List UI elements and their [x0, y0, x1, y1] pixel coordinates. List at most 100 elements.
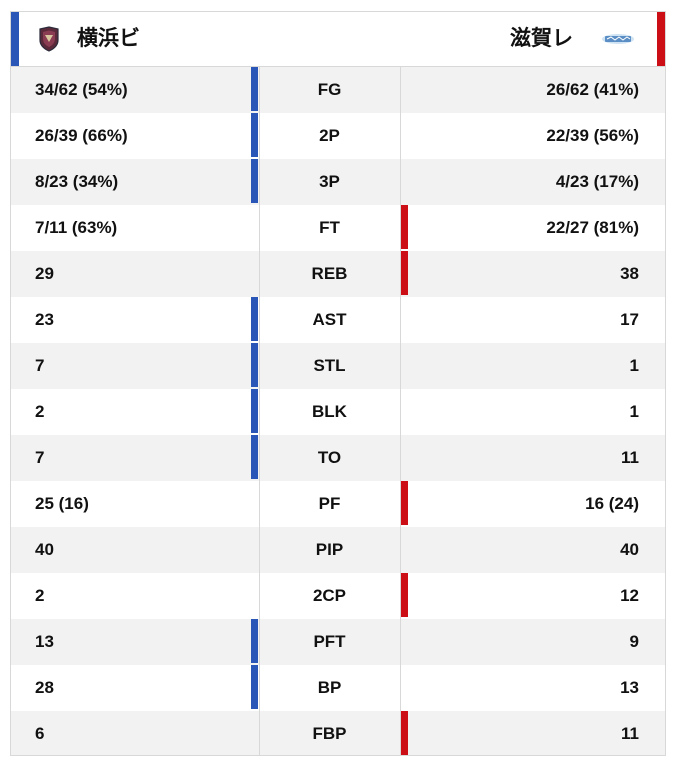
- column-divider: [400, 297, 401, 343]
- stat-row-ast: 23 AST 17: [11, 297, 665, 343]
- team-stats-table: 横浜ビ 滋賀レ 34/62 (54%) FG 26/62 (41%) 26/39 (6…: [10, 11, 666, 756]
- away-stat-value: 9: [629, 632, 639, 651]
- stat-row-fbp: 6 FBP 11: [11, 711, 665, 755]
- away-leader-marker: [401, 711, 408, 755]
- home-stat-value: 2: [35, 402, 45, 421]
- column-divider: [400, 573, 401, 619]
- stat-label: BLK: [312, 402, 347, 421]
- home-team-crest-icon: [39, 26, 59, 52]
- stat-label: PFT: [313, 632, 346, 651]
- away-stat-value: 26/62 (41%): [546, 80, 639, 99]
- column-divider: [259, 573, 260, 619]
- home-leader-marker: [251, 435, 258, 479]
- column-divider: [259, 389, 260, 435]
- away-leader-marker: [401, 251, 408, 295]
- stat-row-reb: 29 REB 38: [11, 251, 665, 297]
- home-stat-value: 2: [35, 586, 45, 605]
- column-divider: [400, 711, 401, 755]
- stat-label: FT: [319, 218, 340, 237]
- home-leader-marker: [251, 159, 258, 203]
- stat-row-pft: 13 PFT 9: [11, 619, 665, 665]
- home-leader-marker: [251, 297, 258, 341]
- stats-rows: 34/62 (54%) FG 26/62 (41%) 26/39 (66%) 2P 22/…: [11, 67, 665, 755]
- stat-label: PIP: [315, 540, 344, 559]
- home-color-bar: [11, 12, 19, 66]
- stat-label: FG: [317, 80, 342, 99]
- home-stat-value: 26/39 (66%): [35, 126, 128, 145]
- stat-label: 2CP: [312, 586, 347, 605]
- column-divider: [259, 665, 260, 711]
- column-divider: [259, 159, 260, 205]
- home-stat-value: 25 (16): [35, 494, 89, 513]
- stat-row-fg: 34/62 (54%) FG 26/62 (41%): [11, 67, 665, 113]
- away-leader-marker: [401, 573, 408, 617]
- stat-label: REB: [311, 264, 348, 283]
- table-header: 横浜ビ 滋賀レ: [11, 12, 665, 67]
- home-team-name: 横浜ビ: [77, 27, 140, 50]
- home-stat-value: 7: [35, 448, 45, 467]
- column-divider: [259, 67, 260, 113]
- column-divider: [259, 297, 260, 343]
- column-divider: [400, 251, 401, 297]
- home-stat-value: 28: [35, 678, 54, 697]
- home-leader-marker: [251, 665, 258, 709]
- home-stat-value: 34/62 (54%): [35, 80, 128, 99]
- column-divider: [259, 711, 260, 755]
- column-divider: [400, 481, 401, 527]
- stat-row-pip: 40 PIP 40: [11, 527, 665, 573]
- stat-row-pf: 25 (16) PF 16 (24): [11, 481, 665, 527]
- column-divider: [400, 435, 401, 481]
- column-divider: [400, 159, 401, 205]
- away-team-name: 滋賀レ: [510, 27, 573, 50]
- away-color-bar: [657, 12, 665, 66]
- away-stat-value: 13: [620, 678, 639, 697]
- away-stat-value: 12: [620, 586, 639, 605]
- column-divider: [259, 619, 260, 665]
- home-leader-marker: [251, 113, 258, 157]
- stat-label: 2P: [319, 126, 340, 145]
- home-stat-value: 7: [35, 356, 45, 375]
- stat-label: BP: [317, 678, 342, 697]
- stat-row-to: 7 TO 11: [11, 435, 665, 481]
- column-divider: [259, 527, 260, 573]
- column-divider: [400, 665, 401, 711]
- home-stat-value: 7/11 (63%): [35, 218, 118, 237]
- home-stat-value: 29: [35, 264, 54, 283]
- column-divider: [259, 113, 260, 159]
- column-divider: [400, 343, 401, 389]
- away-stat-value: 1: [629, 356, 639, 375]
- column-divider: [400, 67, 401, 113]
- stat-row-ft: 7/11 (63%) FT 22/27 (81%): [11, 205, 665, 251]
- stat-label: FBP: [312, 724, 347, 743]
- stat-row-2cp: 2 2CP 12: [11, 573, 665, 619]
- home-stat-value: 23: [35, 310, 54, 329]
- away-stat-value: 22/27 (81%): [546, 218, 639, 237]
- column-divider: [400, 113, 401, 159]
- away-stat-value: 4/23 (17%): [555, 172, 639, 191]
- column-divider: [259, 481, 260, 527]
- home-leader-marker: [251, 619, 258, 663]
- away-stat-value: 22/39 (56%): [546, 126, 639, 145]
- column-divider: [259, 435, 260, 481]
- column-divider: [259, 343, 260, 389]
- stat-label: 3P: [319, 172, 340, 191]
- column-divider: [400, 205, 401, 251]
- stat-label: TO: [317, 448, 342, 467]
- home-leader-marker: [251, 389, 258, 433]
- away-stat-value: 40: [620, 540, 639, 559]
- away-stat-value: 1: [629, 402, 639, 421]
- column-divider: [400, 527, 401, 573]
- away-stat-value: 38: [620, 264, 639, 283]
- stat-label: STL: [313, 356, 346, 375]
- away-stat-value: 11: [621, 724, 639, 743]
- column-divider: [259, 205, 260, 251]
- stat-label: PF: [318, 494, 341, 513]
- away-leader-marker: [401, 205, 408, 249]
- away-leader-marker: [401, 481, 408, 525]
- away-team-logo-icon: [602, 34, 634, 44]
- column-divider: [400, 389, 401, 435]
- stat-row-stl: 7 STL 1: [11, 343, 665, 389]
- away-stat-value: 16 (24): [585, 494, 639, 513]
- home-leader-marker: [251, 343, 258, 387]
- home-stat-value: 6: [35, 724, 45, 743]
